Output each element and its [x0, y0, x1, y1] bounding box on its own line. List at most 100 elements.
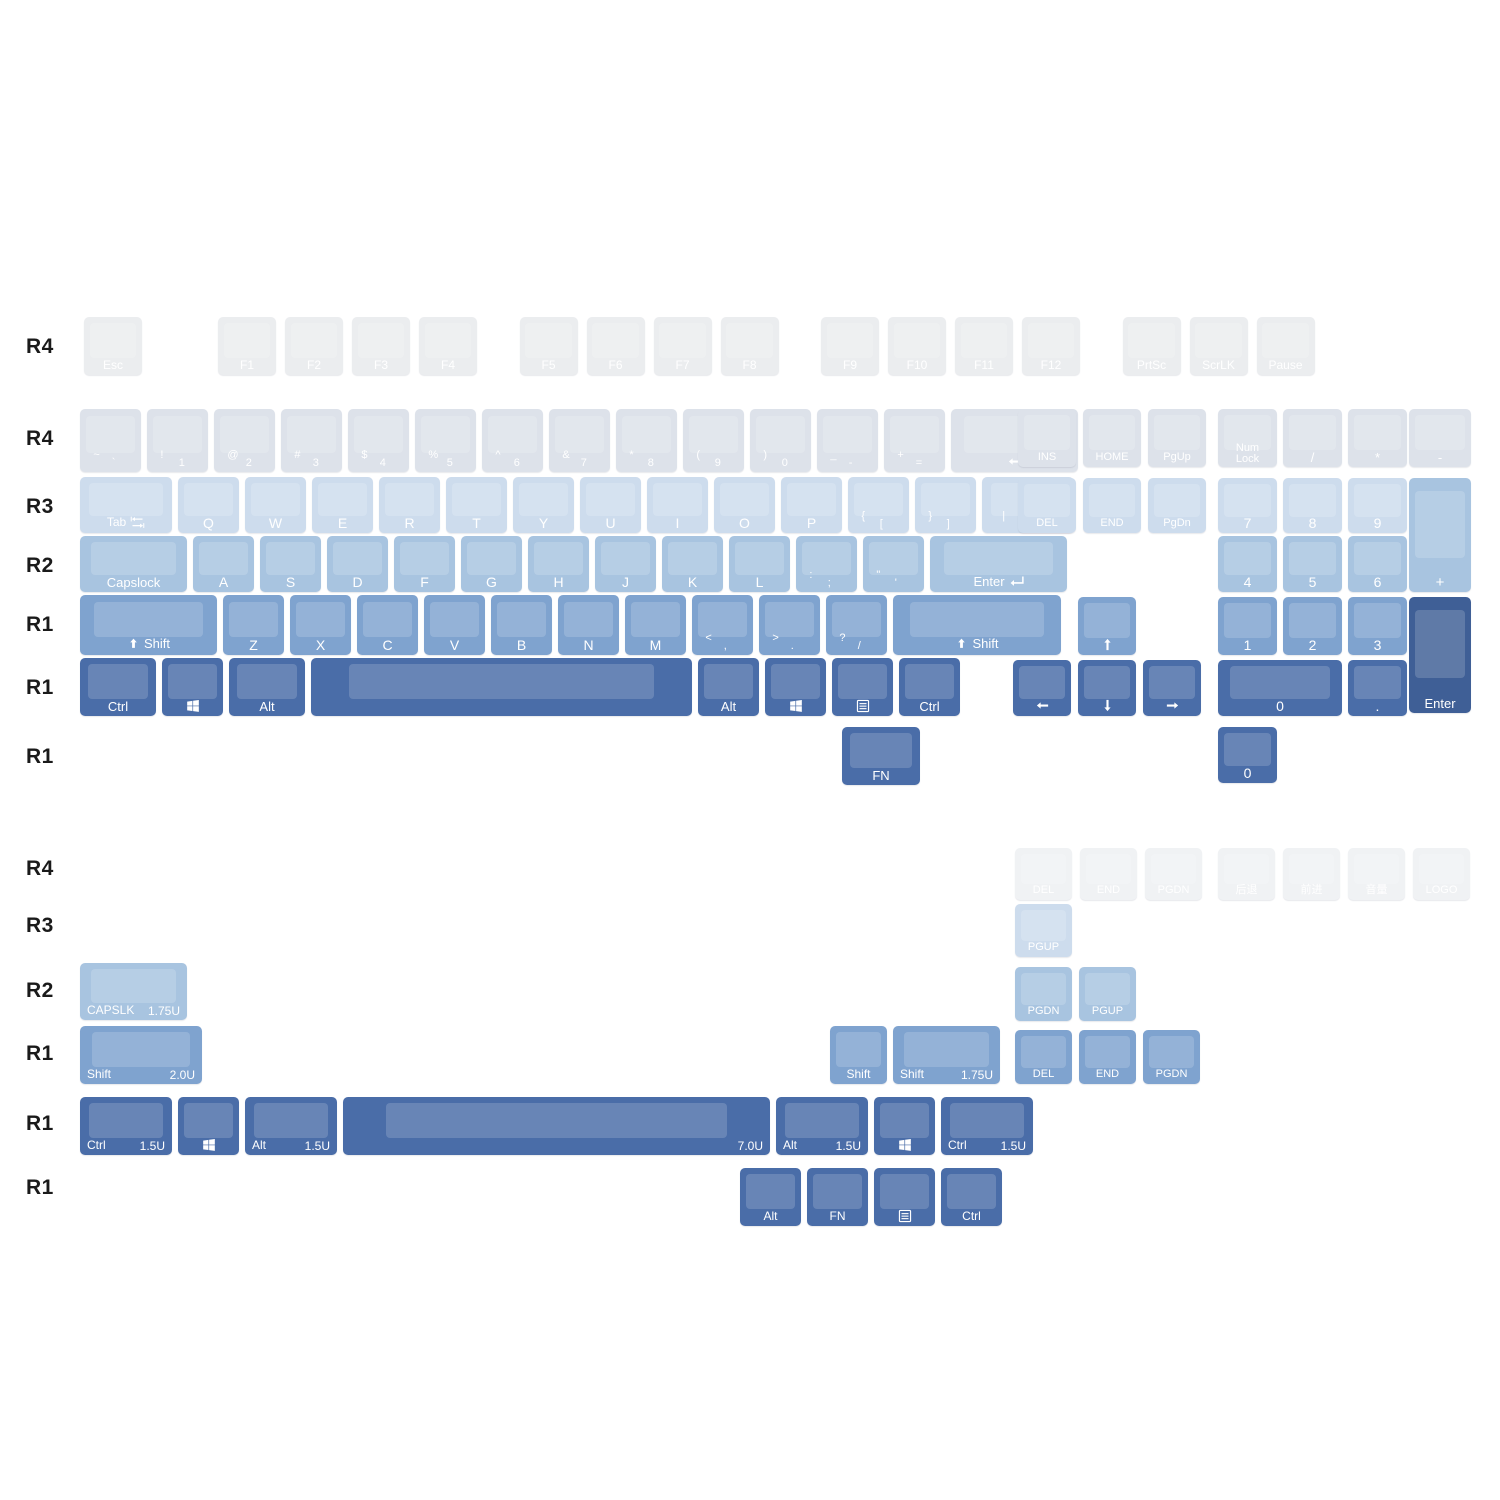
keycap-capslk-175[interactable]: CAPSLK 1.75U — [80, 963, 187, 1020]
keycap-nav-pgup[interactable]: PgUp — [1148, 409, 1206, 467]
keycap-k[interactable]: K — [662, 536, 723, 592]
keycap-numpad-9[interactable]: 9 — [1348, 478, 1407, 533]
keycap-menu[interactable] — [832, 658, 893, 716]
keycap-extra-media-2[interactable]: 音量 — [1348, 848, 1405, 900]
keycap-numpad-7[interactable]: 7 — [1218, 478, 1277, 533]
keycap-t[interactable]: T — [446, 477, 507, 533]
keycap-l[interactable]: L — [729, 536, 790, 592]
keycap-v[interactable]: V — [424, 595, 485, 655]
keycap-num-0[interactable]: ) 0 — [750, 409, 811, 472]
keycap-alt-15-right[interactable]: Alt 1.5U — [776, 1097, 868, 1155]
keycap-fn-f6[interactable]: F6 — [586, 317, 645, 375]
keycap-d[interactable]: D — [327, 536, 388, 592]
keycap-numpad-2[interactable]: 2 — [1283, 597, 1342, 655]
keycap-num-1[interactable]: ! 1 — [147, 409, 208, 472]
keycap-fn-f3[interactable]: F3 — [352, 317, 410, 375]
keycap-fn-f11[interactable]: F11 — [955, 317, 1013, 375]
keycap-space-70[interactable]: 7.0U — [343, 1097, 770, 1155]
keycap-nav-end[interactable]: END — [1083, 478, 1141, 533]
keycap-num-=[interactable]: + = — [884, 409, 945, 472]
keycap-q[interactable]: Q — [178, 477, 239, 533]
keycap-semicolon[interactable]: :; — [796, 536, 857, 592]
keycap-numpad-zero-alt[interactable]: 0 — [1218, 727, 1277, 783]
keycap-extra-pgup-r2[interactable]: PGUP — [1079, 967, 1136, 1021]
keycap-num-8[interactable]: * 8 — [616, 409, 677, 472]
keycap-fn-f12[interactable]: F12 — [1022, 317, 1080, 375]
keycap-quote[interactable]: " ' — [863, 536, 924, 592]
keycap-extra-media-3[interactable]: LOGO — [1413, 848, 1470, 900]
keycap-win-right[interactable] — [765, 658, 826, 716]
keycap-o[interactable]: O — [714, 477, 775, 533]
keycap-numpad-1[interactable]: 1 — [1218, 597, 1277, 655]
keycap-ctrl-15-left[interactable]: Ctrl 1.5U — [80, 1097, 172, 1155]
keycap-fn-f2[interactable]: F2 — [285, 317, 343, 375]
keycap-enter[interactable]: Enter — [930, 536, 1067, 592]
keycap-fn[interactable]: FN — [842, 727, 920, 785]
keycap-extra-r1-del[interactable]: DEL — [1015, 1030, 1072, 1084]
keycap-extra-r1-end[interactable]: END — [1079, 1030, 1136, 1084]
keycap-y[interactable]: Y — [513, 477, 574, 533]
keycap-extra-pgup-r3[interactable]: PGUP — [1015, 904, 1072, 957]
keycap-fn-f4[interactable]: F4 — [419, 317, 477, 375]
keycap-c[interactable]: C — [357, 595, 418, 655]
keycap-alt-c[interactable]: Alt — [740, 1168, 801, 1226]
keycap-alt-left[interactable]: Alt — [229, 658, 305, 716]
keycap-extra-del[interactable]: DEL — [1015, 848, 1072, 900]
keycap-shift-20[interactable]: Shift 2.0U — [80, 1026, 202, 1084]
keycap-numpad-8[interactable]: 8 — [1283, 478, 1342, 533]
keycap-win-right-b[interactable] — [874, 1097, 935, 1155]
keycap-fn-pause[interactable]: Pause — [1256, 317, 1315, 375]
keycap-left-shift[interactable]: Shift — [80, 595, 217, 655]
keycap-][interactable]: }] — [915, 477, 976, 533]
keycap-extra-end[interactable]: END — [1080, 848, 1137, 900]
keycap-menu-c[interactable] — [874, 1168, 935, 1226]
keycap-n[interactable]: N — [558, 595, 619, 655]
keycap-right-shift[interactable]: Shift — [893, 595, 1061, 655]
keycap-num-6[interactable]: ^ 6 — [482, 409, 543, 472]
keycap-slash[interactable]: ? / — [826, 595, 887, 655]
keycap-numpad-6[interactable]: 6 — [1348, 536, 1407, 592]
keycap-alt-right[interactable]: Alt — [698, 658, 759, 716]
keycap-arrow-right[interactable] — [1143, 660, 1201, 716]
keycap-fn-prtsc[interactable]: PrtSc — [1122, 317, 1181, 375]
keycap-numlock[interactable]: Num Lock — [1218, 409, 1277, 467]
keycap-shift-175[interactable]: Shift 1.75U — [893, 1026, 1000, 1084]
keycap-num-5[interactable]: % 5 — [415, 409, 476, 472]
keycap-a[interactable]: A — [193, 536, 254, 592]
keycap-ctrl-right[interactable]: Ctrl — [899, 658, 960, 716]
keycap-arrow-left[interactable] — [1013, 660, 1071, 716]
keycap-win-left-b[interactable] — [178, 1097, 239, 1155]
keycap-m[interactable]: M — [625, 595, 686, 655]
keycap-numpad-zero[interactable]: 0 — [1218, 660, 1342, 716]
keycap-x[interactable]: X — [290, 595, 351, 655]
keycap-num-4[interactable]: $4 — [348, 409, 409, 472]
keycap-fn-f5[interactable]: F5 — [519, 317, 578, 375]
keycap-num-7[interactable]: & 7 — [549, 409, 610, 472]
keycap-extra-pgdn-r2[interactable]: PGDN — [1015, 967, 1072, 1021]
keycap-extra-r1-pgdn[interactable]: PGDN — [1143, 1030, 1200, 1084]
keycap-i[interactable]: I — [647, 477, 708, 533]
keycap-arrow-down[interactable] — [1078, 660, 1136, 716]
keycap-fn-scrlk[interactable]: ScrLK — [1189, 317, 1248, 375]
keycap-z[interactable]: Z — [223, 595, 284, 655]
keycap-extra-media-1[interactable]: 前进 — [1283, 848, 1340, 900]
keycap-g[interactable]: G — [461, 536, 522, 592]
keycap-num-`[interactable]: ~ ` — [80, 409, 141, 472]
keycap-nav-ins[interactable]: INS — [1018, 409, 1076, 467]
keycap-numpad-dot[interactable]: . — [1348, 660, 1407, 716]
keycap-numpad-slash[interactable]: / — [1283, 409, 1342, 467]
keycap-h[interactable]: H — [528, 536, 589, 592]
keycap-fn-f8[interactable]: F8 — [720, 317, 779, 375]
keycap-r[interactable]: R — [379, 477, 440, 533]
keycap-ctrl-c[interactable]: Ctrl — [941, 1168, 1002, 1226]
keycap-[[interactable]: {[ — [848, 477, 909, 533]
keycap-s[interactable]: S — [260, 536, 321, 592]
keycap-tab[interactable]: Tab — [80, 477, 172, 533]
keycap-num--[interactable]: _ - — [817, 409, 878, 472]
keycap-numpad-plus[interactable]: + — [1409, 478, 1471, 592]
keycap-extra-pgdn[interactable]: PGDN — [1145, 848, 1202, 900]
keycap-nav-pgdn[interactable]: PgDn — [1148, 478, 1206, 533]
keycap-win-left[interactable] — [162, 658, 223, 716]
keycap-fn-f10[interactable]: F10 — [888, 317, 946, 375]
keycap-num-9[interactable]: (9 — [683, 409, 744, 472]
